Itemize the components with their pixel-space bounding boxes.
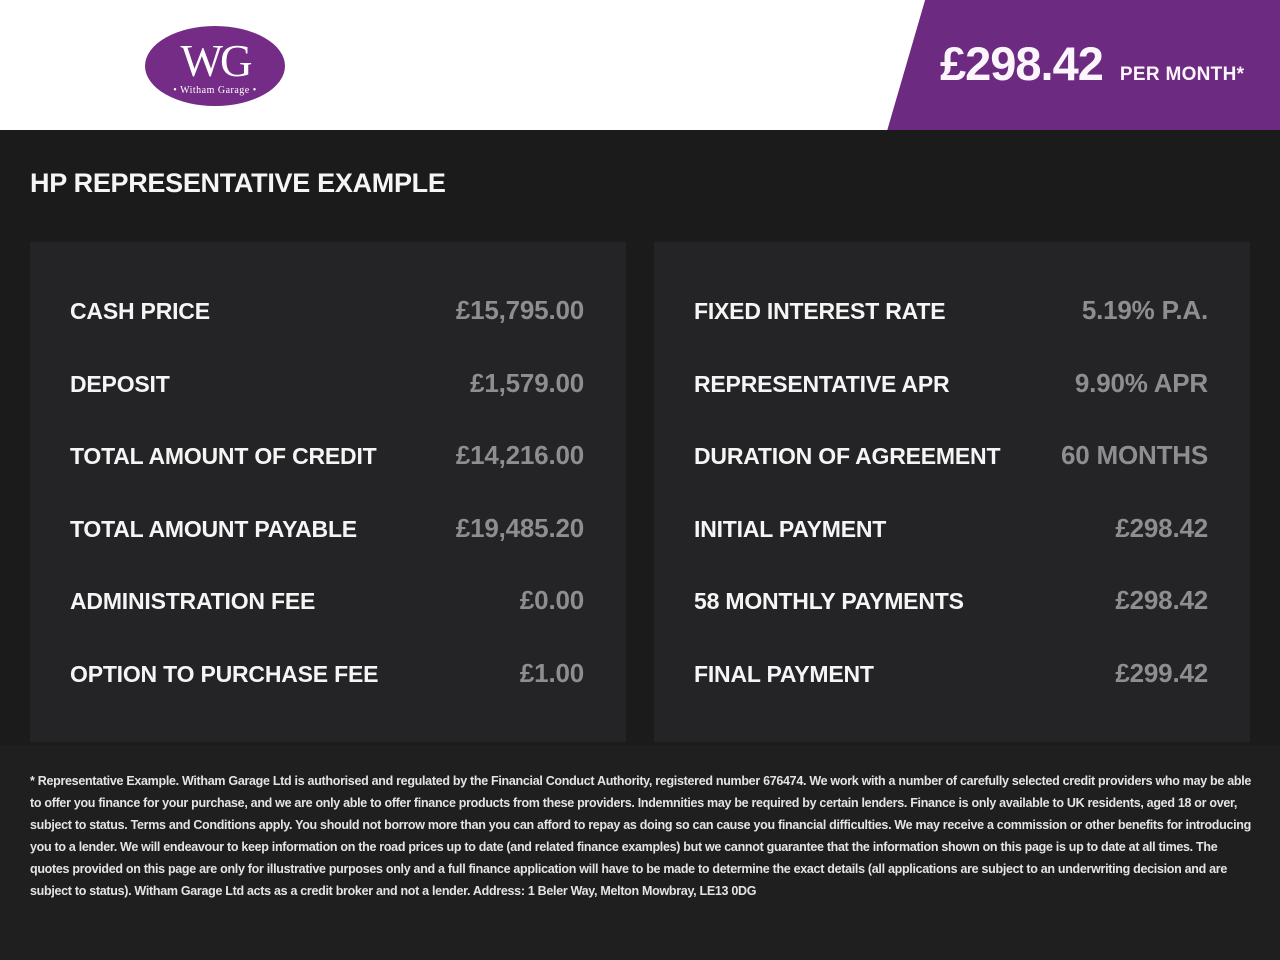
finance-row-option-fee: OPTION TO PURCHASE FEE £1.00: [70, 658, 584, 689]
witham-garage-logo: WG • Witham Garage •: [145, 26, 285, 106]
finance-value: £15,795.00: [455, 295, 584, 326]
finance-row-final-payment: FINAL PAYMENT £299.42: [694, 658, 1208, 689]
finance-row-initial-payment: INITIAL PAYMENT £298.42: [694, 513, 1208, 544]
finance-label: INITIAL PAYMENT: [694, 515, 887, 542]
finance-value: £1,579.00: [470, 367, 584, 398]
finance-value: £1.00: [519, 657, 584, 688]
finance-panels: CASH PRICE £15,795.00 DEPOSIT £1,579.00 …: [30, 242, 1250, 742]
finance-row-total-payable: TOTAL AMOUNT PAYABLE £19,485.20: [70, 513, 584, 544]
finance-row-duration: DURATION OF AGREEMENT 60 MONTHS: [694, 440, 1208, 471]
disclaimer-section: * Representative Example. Witham Garage …: [0, 745, 1280, 960]
finance-label: TOTAL AMOUNT OF CREDIT: [70, 443, 377, 470]
finance-label: DURATION OF AGREEMENT: [694, 443, 1001, 470]
finance-value: 5.19% P.A.: [1081, 295, 1208, 326]
finance-row-deposit: DEPOSIT £1,579.00: [70, 368, 584, 399]
finance-value: £299.42: [1115, 657, 1208, 688]
finance-row-total-credit: TOTAL AMOUNT OF CREDIT £14,216.00: [70, 440, 584, 471]
finance-value: 60 MONTHS: [1060, 440, 1208, 471]
main-content: HP REPRESENTATIVE EXAMPLE CASH PRICE £15…: [0, 168, 1280, 742]
page-title: HP REPRESENTATIVE EXAMPLE: [30, 168, 446, 198]
monthly-price-banner: £298.42 PER MONTH*: [887, 0, 1280, 130]
finance-row-monthly-payments: 58 MONTHLY PAYMENTS £298.42: [694, 585, 1208, 616]
monthly-price-amount: £298.42: [940, 37, 1104, 90]
finance-label: REPRESENTATIVE APR: [694, 370, 950, 397]
finance-panel-left: CASH PRICE £15,795.00 DEPOSIT £1,579.00 …: [30, 242, 626, 742]
finance-label: DEPOSIT: [70, 370, 170, 397]
finance-label: ADMINISTRATION FEE: [70, 588, 316, 615]
finance-value: £298.42: [1115, 512, 1208, 543]
finance-value: £298.42: [1115, 585, 1208, 616]
finance-panel-right: FIXED INTEREST RATE 5.19% P.A. REPRESENT…: [654, 242, 1250, 742]
logo-name: • Witham Garage •: [173, 85, 257, 96]
finance-label: 58 MONTHLY PAYMENTS: [694, 588, 964, 615]
finance-value: £19,485.20: [455, 512, 584, 543]
monthly-price-period: PER MONTH*: [1119, 64, 1245, 85]
finance-value: £0.00: [519, 585, 584, 616]
finance-row-admin-fee: ADMINISTRATION FEE £0.00: [70, 585, 584, 616]
finance-label: CASH PRICE: [70, 298, 210, 325]
logo-initials: WG: [180, 36, 253, 86]
finance-label: FINAL PAYMENT: [694, 660, 874, 687]
header-bar: WG • Witham Garage • £298.42 PER MONTH*: [0, 0, 1280, 130]
finance-value: 9.90% APR: [1074, 367, 1208, 398]
finance-row-apr: REPRESENTATIVE APR 9.90% APR: [694, 368, 1208, 399]
finance-row-cash-price: CASH PRICE £15,795.00: [70, 295, 584, 326]
finance-value: £14,216.00: [455, 440, 584, 471]
finance-label: TOTAL AMOUNT PAYABLE: [70, 515, 357, 542]
finance-label: FIXED INTEREST RATE: [694, 298, 946, 325]
finance-label: OPTION TO PURCHASE FEE: [70, 660, 379, 687]
finance-row-interest-rate: FIXED INTEREST RATE 5.19% P.A.: [694, 295, 1208, 326]
disclaimer-text: * Representative Example. Witham Garage …: [30, 774, 1252, 898]
